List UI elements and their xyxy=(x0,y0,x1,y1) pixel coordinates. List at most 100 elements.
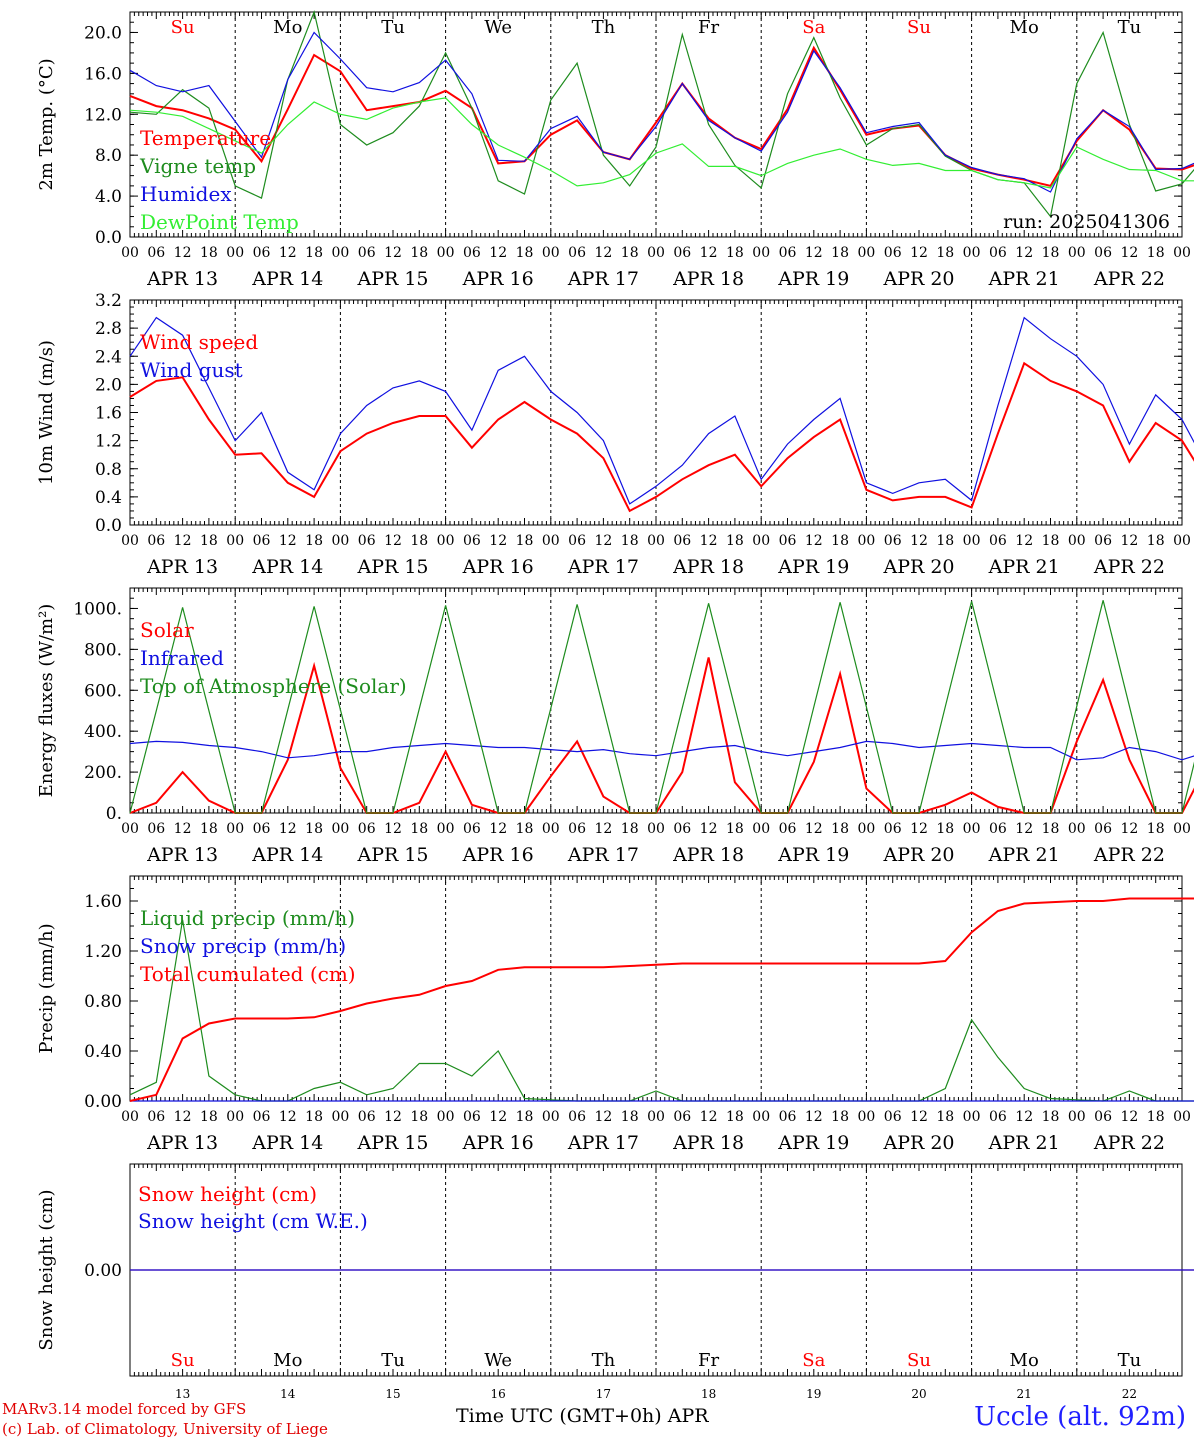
weekday-label: Th xyxy=(592,1350,616,1371)
y-tick-label: 200. xyxy=(84,763,122,783)
hour-label: 18 xyxy=(936,245,954,261)
hour-label: 18 xyxy=(726,1109,744,1125)
y-tick-label: 1000. xyxy=(73,599,122,619)
hour-label: 00 xyxy=(963,1109,981,1125)
hour-label: 18 xyxy=(410,1109,428,1125)
hour-label: 18 xyxy=(516,245,534,261)
hour-label: 00 xyxy=(752,821,770,837)
day-number-label: 14 xyxy=(280,1387,296,1400)
hour-label: 12 xyxy=(1015,1109,1033,1125)
day-number-label: 18 xyxy=(701,1387,716,1400)
hour-label: 18 xyxy=(1042,245,1060,261)
hour-label: 06 xyxy=(463,1109,481,1125)
hour-label: 00 xyxy=(437,821,455,837)
y-tick-label: 1.6 xyxy=(95,404,122,424)
date-label: APR 21 xyxy=(988,844,1060,866)
series-line-3-2 xyxy=(129,897,1194,1102)
day-number-label: 21 xyxy=(1017,1387,1032,1400)
hour-label: 00 xyxy=(226,1109,244,1125)
y-tick-label: 4.0 xyxy=(95,187,122,207)
hour-label: 06 xyxy=(673,821,691,837)
weekday-label: Su xyxy=(171,17,195,38)
hour-label: 18 xyxy=(1042,821,1060,837)
hour-label: 12 xyxy=(700,821,718,837)
plot-frame xyxy=(129,299,1183,526)
legend-entry: Vigne temp xyxy=(139,154,256,178)
date-label: APR 16 xyxy=(462,556,534,578)
hour-label: 12 xyxy=(1015,245,1033,261)
y-tick-label: 3.2 xyxy=(95,291,122,311)
hour-label: 00 xyxy=(1068,821,1086,837)
hour-label: 18 xyxy=(410,533,428,549)
weekday-label: Tu xyxy=(381,1350,405,1371)
hour-label: 06 xyxy=(779,821,797,837)
date-label: APR 18 xyxy=(672,556,744,578)
hour-label: 00 xyxy=(226,245,244,261)
y-tick-label: 1.60 xyxy=(84,892,122,912)
hour-label: 00 xyxy=(226,533,244,549)
y-axis-title: Snow height (cm) xyxy=(36,1189,57,1350)
hour-label: 12 xyxy=(910,1109,928,1125)
hour-label: 06 xyxy=(989,245,1007,261)
hour-label: 12 xyxy=(594,1109,612,1125)
hour-label: 00 xyxy=(331,245,349,261)
date-label: APR 19 xyxy=(777,844,849,866)
date-label: APR 15 xyxy=(356,1132,428,1154)
hour-label: 00 xyxy=(437,533,455,549)
hour-label: 06 xyxy=(1094,821,1112,837)
day-number-label: 13 xyxy=(175,1387,190,1400)
hour-label: 00 xyxy=(963,245,981,261)
legend-entry: Infrared xyxy=(140,646,224,670)
hour-label: 06 xyxy=(1094,245,1112,261)
weekday-label: Su xyxy=(171,1350,195,1371)
weekday-label: Su xyxy=(907,1350,931,1371)
legend-entry: Snow height (cm) xyxy=(138,1182,317,1206)
weekday-label: Fr xyxy=(698,1350,719,1371)
y-tick-label: 2.4 xyxy=(95,347,122,367)
date-label: APR 22 xyxy=(1093,844,1165,866)
hour-label: 18 xyxy=(936,533,954,549)
date-label: APR 21 xyxy=(988,556,1060,578)
date-label: APR 20 xyxy=(882,844,954,866)
series-line-2-2 xyxy=(129,600,1194,814)
hour-label: 00 xyxy=(963,821,981,837)
hour-label: 18 xyxy=(936,1109,954,1125)
hour-label: 12 xyxy=(174,533,192,549)
legend-entry: Snow height (cm W.E.) xyxy=(138,1209,368,1233)
hour-label: 06 xyxy=(253,533,271,549)
hour-label: 06 xyxy=(147,245,165,261)
weekday-label: We xyxy=(484,1350,512,1371)
hour-label: 06 xyxy=(253,821,271,837)
hour-label: 06 xyxy=(253,245,271,261)
day-number-label: 17 xyxy=(596,1387,611,1400)
date-label: APR 20 xyxy=(882,1132,954,1154)
hour-label: 18 xyxy=(1147,1109,1165,1125)
hour-label: 12 xyxy=(1120,245,1138,261)
hour-label: 12 xyxy=(910,533,928,549)
hour-label: 00 xyxy=(331,1109,349,1125)
hour-label: 18 xyxy=(305,533,323,549)
hour-label: 18 xyxy=(200,821,218,837)
hour-label: 06 xyxy=(884,245,902,261)
hour-label: 00 xyxy=(1173,1109,1191,1125)
weekday-label: We xyxy=(484,17,512,38)
hour-label: 12 xyxy=(1120,1109,1138,1125)
hour-label: 06 xyxy=(673,533,691,549)
hour-label: 12 xyxy=(805,245,823,261)
y-tick-label: 400. xyxy=(84,722,122,742)
hour-label: 12 xyxy=(910,821,928,837)
hour-label: 00 xyxy=(121,533,139,549)
hour-label: 06 xyxy=(568,245,586,261)
model-credit: MARv3.14 model forced by GFS xyxy=(2,1400,247,1418)
run-label: run: 2025041306 xyxy=(1003,211,1170,233)
hour-label: 06 xyxy=(358,1109,376,1125)
hour-label: 06 xyxy=(568,821,586,837)
hour-label: 18 xyxy=(726,533,744,549)
day-number-label: 19 xyxy=(806,1387,821,1400)
hour-label: 12 xyxy=(489,533,507,549)
hour-label: 12 xyxy=(174,821,192,837)
x-axis-title: Time UTC (GMT+0h) APR xyxy=(456,1405,709,1427)
y-tick-label: 0.0 xyxy=(95,228,122,248)
y-tick-label: 0.80 xyxy=(84,992,122,1012)
date-label: APR 17 xyxy=(567,556,639,578)
